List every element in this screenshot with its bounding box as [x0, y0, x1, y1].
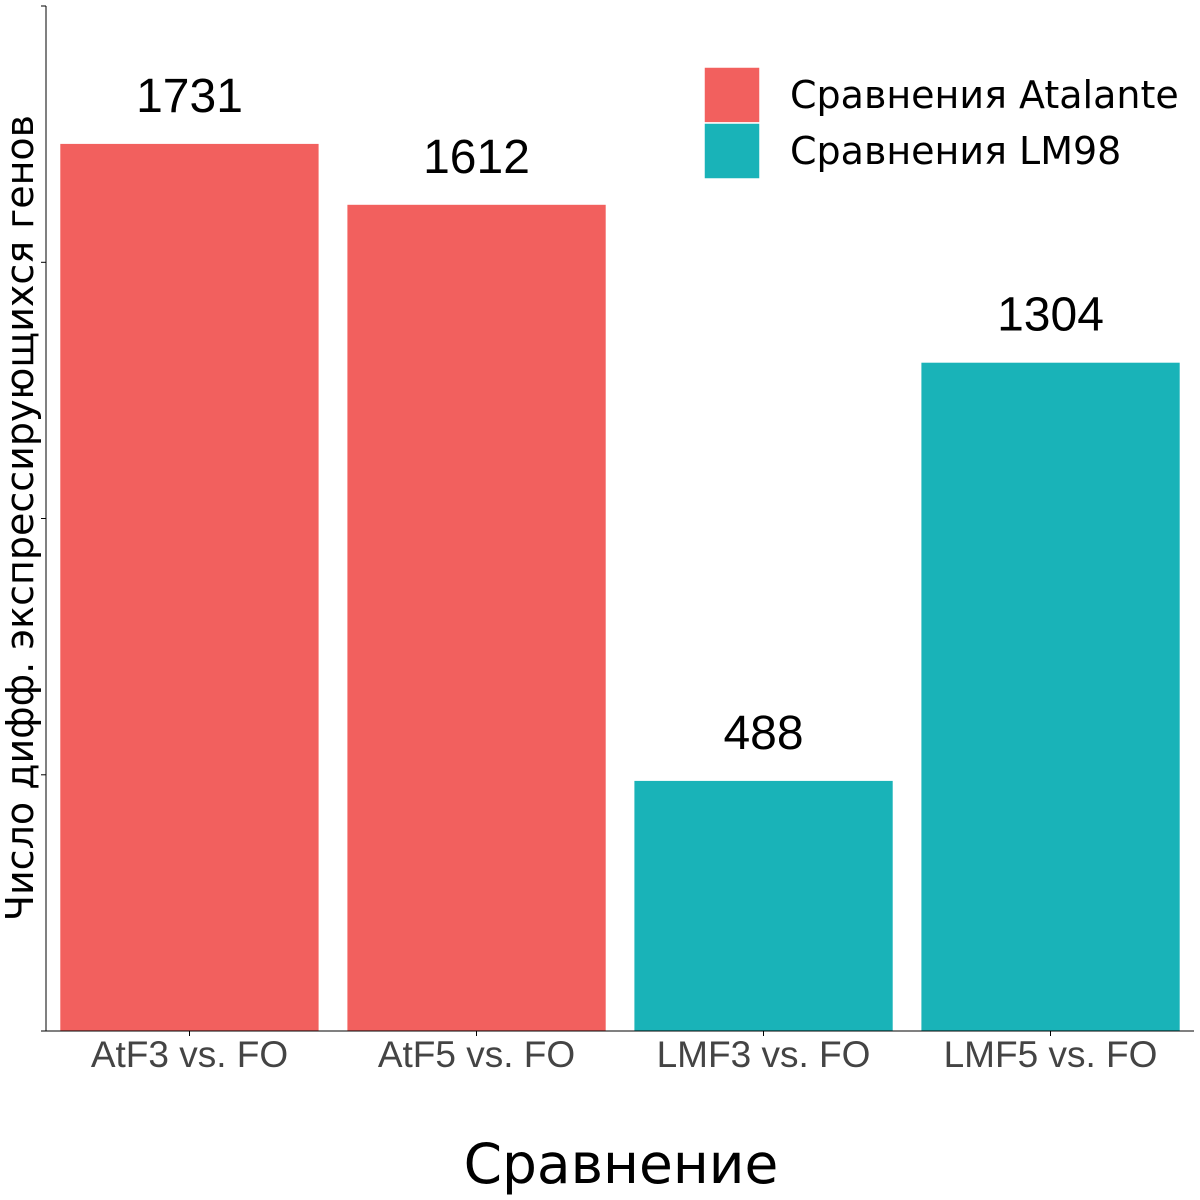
x-tick-labels: AtF3 vs. FO AtF5 vs. FO LMF3 vs. FO LMF5 vs…: [91, 1034, 1158, 1075]
y-axis-ticks: [41, 5, 46, 1032]
bar-4: [921, 362, 1180, 1031]
value-label-2: 1612: [423, 131, 530, 184]
legend-key-1: [703, 66, 761, 124]
x-tick-label-4: LMF5 vs. FO: [944, 1034, 1158, 1075]
x-tick-label-1: AtF3 vs. FO: [91, 1034, 288, 1075]
value-labels: 1731 1612 488 1304: [136, 70, 1104, 760]
bar-1: [60, 143, 319, 1031]
value-label-3: 488: [723, 707, 803, 760]
y-axis-title: Число дифф. экспрессирующихся генов: [0, 115, 42, 921]
legend-label-2: Сравнения LM98: [790, 129, 1121, 173]
value-label-4: 1304: [997, 289, 1104, 342]
value-label-1: 1731: [136, 70, 243, 123]
bar-3: [634, 780, 893, 1031]
legend-key-2: [703, 122, 761, 180]
legend-label-1: Сравнения Atalante: [790, 73, 1179, 117]
bar-2: [347, 204, 606, 1032]
x-tick-label-3: LMF3 vs. FO: [657, 1034, 871, 1075]
x-axis-title: Сравнение: [464, 1132, 779, 1196]
x-tick-label-2: AtF5 vs. FO: [378, 1034, 575, 1075]
legend: Сравнения Atalante Сравнения LM98: [703, 66, 1179, 180]
x-axis-ticks: [189, 1031, 1051, 1036]
bars: [60, 143, 1180, 1032]
